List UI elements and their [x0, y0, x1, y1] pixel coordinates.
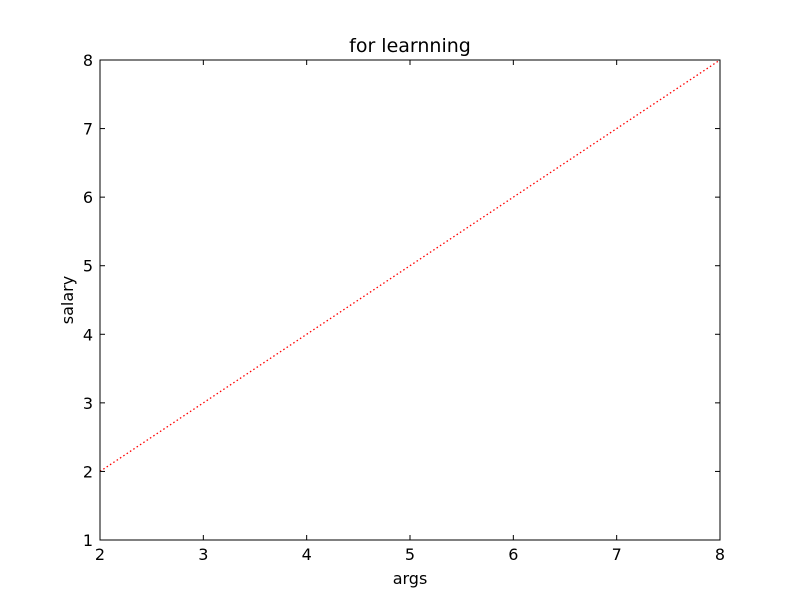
x-tick-label: 5: [405, 545, 415, 564]
y-tick-label: 7: [83, 120, 93, 139]
series-layer: [99, 59, 721, 472]
x-tick-label: 2: [95, 545, 105, 564]
y-tick-label: 3: [83, 394, 93, 413]
x-tick-label: 3: [198, 545, 208, 564]
plot-frame: [99, 59, 721, 541]
y-axis-label: salary: [58, 276, 77, 324]
y-tick-label: 1: [83, 531, 93, 550]
x-tick-label: 7: [612, 545, 622, 564]
y-tick-label: 8: [83, 51, 93, 70]
y-tick-label: 4: [83, 325, 93, 344]
x-tick-label: 8: [715, 545, 725, 564]
x-tick-label: 4: [302, 545, 312, 564]
chart-title: for learnning: [349, 35, 471, 57]
y-tick-label: 6: [83, 188, 93, 207]
y-tick-label: 5: [83, 257, 93, 276]
series-line: [99, 59, 721, 472]
x-tick-label: 6: [508, 545, 518, 564]
x-axis-label: args: [393, 569, 428, 588]
y-tick-label: 2: [83, 462, 93, 481]
